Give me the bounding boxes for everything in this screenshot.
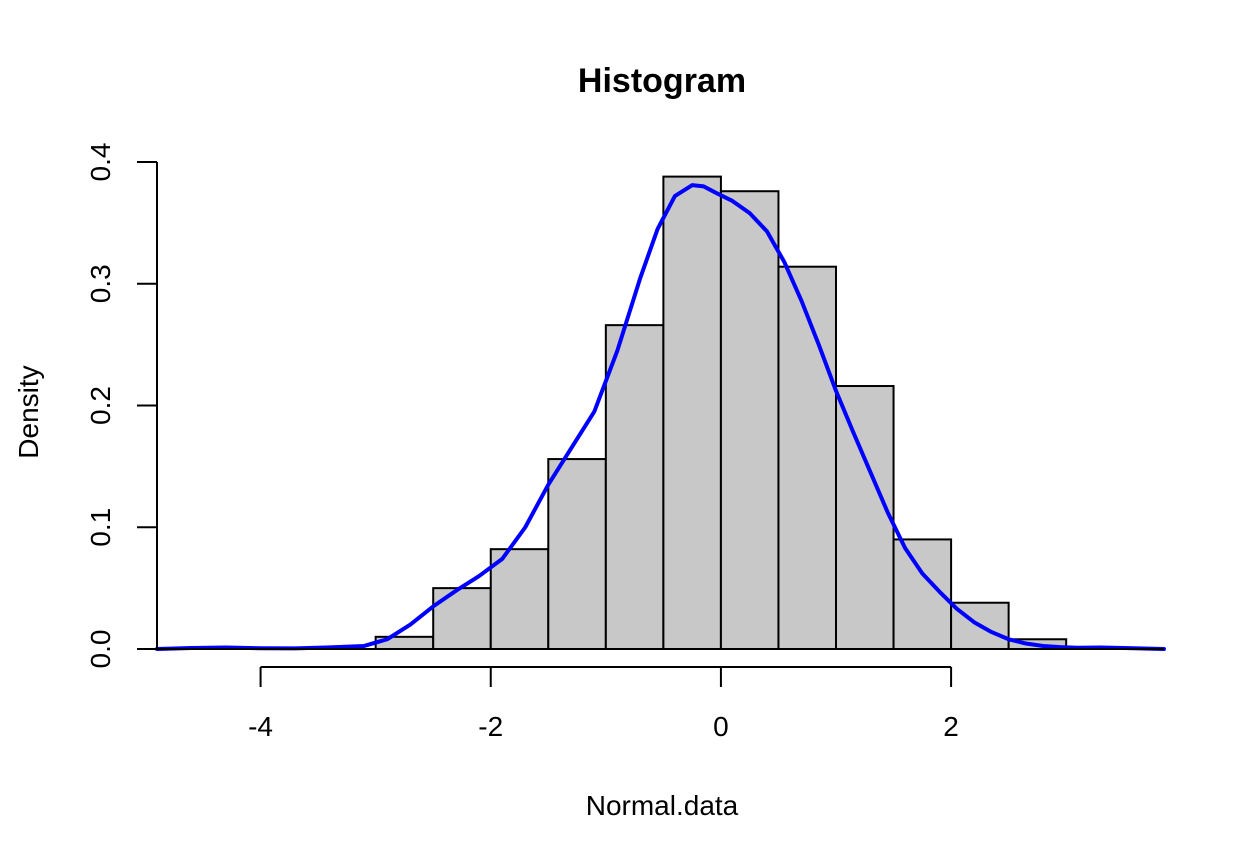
y-tick-label: 0.0 — [85, 630, 116, 669]
y-tick-label: 0.1 — [85, 508, 116, 547]
histogram-bar-8 — [777, 265, 838, 650]
y-tick-label: 0.3 — [85, 264, 116, 303]
histogram-bar-6 — [662, 175, 722, 651]
histogram-bar-5 — [604, 324, 665, 650]
histogram-bar-9 — [835, 385, 895, 650]
x-axis: -4 -2 0 2 — [248, 666, 959, 742]
histogram-bars — [374, 175, 1068, 651]
x-axis-label: Normal.data — [586, 790, 739, 821]
x-tick-label: 0 — [713, 711, 729, 742]
y-tick-label: 0.4 — [85, 143, 116, 182]
density-line — [155, 183, 1166, 651]
y-axis-label: Density — [13, 365, 44, 458]
histogram-bar-2 — [432, 587, 492, 650]
x-tick-label: -2 — [478, 711, 503, 742]
histogram-bar-4 — [547, 458, 607, 650]
histogram-bar-3 — [489, 548, 550, 650]
y-tick-label: 0.2 — [85, 386, 116, 425]
x-tick-label: 2 — [943, 711, 959, 742]
histogram-bar-7 — [719, 190, 780, 650]
chart-title: Histogram — [578, 62, 746, 100]
x-tick-label: -4 — [248, 711, 273, 742]
y-axis: 0.0 0.1 0.2 0.3 0.4 — [85, 143, 158, 669]
